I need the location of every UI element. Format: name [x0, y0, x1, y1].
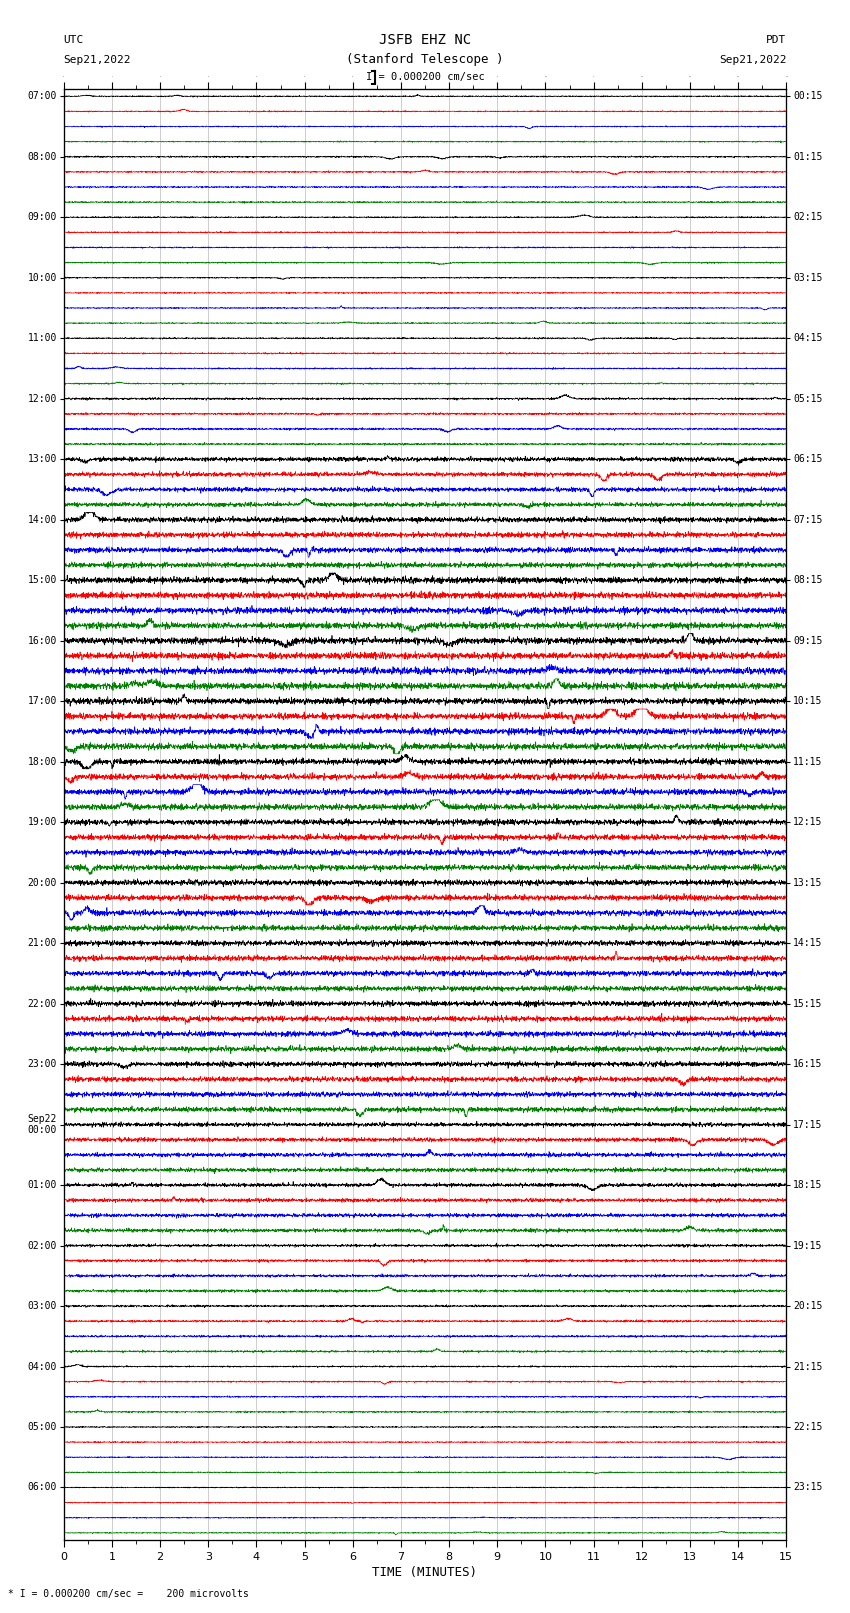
X-axis label: TIME (MINUTES): TIME (MINUTES) [372, 1566, 478, 1579]
Text: * I = 0.000200 cm/sec =    200 microvolts: * I = 0.000200 cm/sec = 200 microvolts [8, 1589, 249, 1598]
Text: UTC: UTC [64, 35, 84, 45]
Text: Sep21,2022: Sep21,2022 [719, 55, 786, 65]
Text: JSFB EHZ NC: JSFB EHZ NC [379, 34, 471, 47]
Text: PDT: PDT [766, 35, 786, 45]
Text: (Stanford Telescope ): (Stanford Telescope ) [346, 53, 504, 66]
Text: I = 0.000200 cm/sec: I = 0.000200 cm/sec [366, 73, 484, 82]
Text: Sep21,2022: Sep21,2022 [64, 55, 131, 65]
